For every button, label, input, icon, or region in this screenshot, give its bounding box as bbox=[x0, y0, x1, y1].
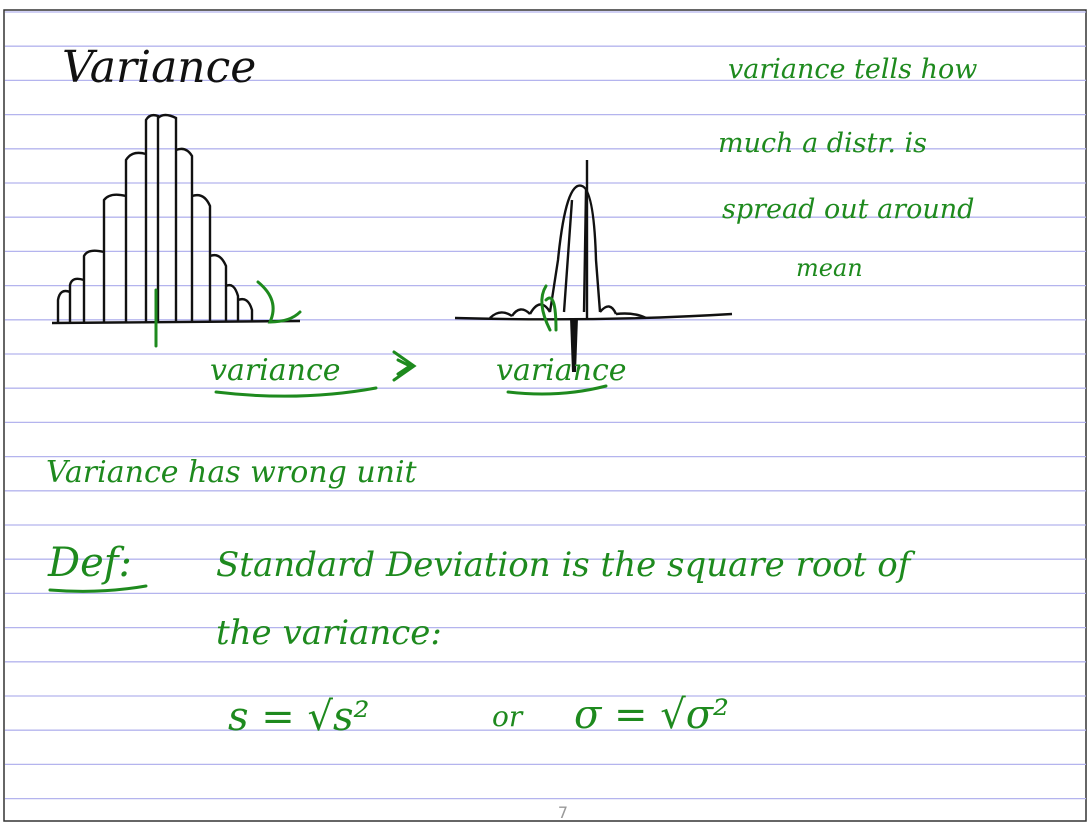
side-note-line: much a distr. is bbox=[718, 128, 927, 159]
definition-text: the variance: bbox=[216, 613, 442, 653]
side-note-line: variance tells how bbox=[728, 54, 977, 85]
formula-joiner: or bbox=[492, 700, 524, 733]
definition-label: Def: bbox=[47, 540, 132, 586]
side-note-line: spread out around bbox=[722, 194, 974, 225]
sketch-label: variance bbox=[496, 353, 627, 388]
page-title: Variance bbox=[62, 42, 256, 93]
formula: s = √s² bbox=[228, 694, 370, 740]
page-number: 7 bbox=[558, 803, 568, 822]
definition-text: Standard Deviation is the square root of bbox=[216, 545, 916, 585]
sketch-label: variance bbox=[210, 353, 341, 388]
statement: Variance has wrong unit bbox=[46, 455, 418, 490]
formula: σ = √σ² bbox=[574, 692, 729, 738]
page: Variance variance tells how much a distr… bbox=[0, 0, 1087, 822]
notebook-page: Variance variance tells how much a distr… bbox=[0, 0, 1087, 822]
side-note-line: mean bbox=[796, 254, 863, 282]
